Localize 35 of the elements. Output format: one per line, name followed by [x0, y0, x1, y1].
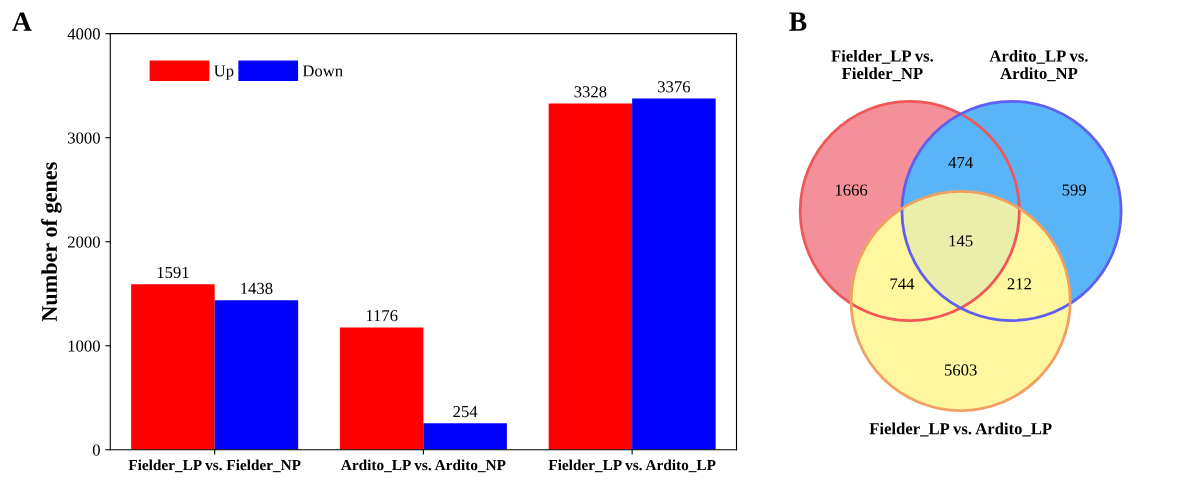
text: 744	[890, 278, 915, 290]
text: 5603	[944, 364, 977, 376]
y-axis-title: Number of genes	[41, 162, 62, 322]
y-tick-label: 4000	[67, 28, 100, 40]
text: A	[12, 12, 32, 31]
legend-label: Up	[214, 65, 234, 80]
bar	[214, 300, 299, 450]
data-label: 1591	[157, 266, 189, 279]
data-label: 1438	[241, 282, 273, 294]
bar	[131, 284, 215, 450]
x-tick-label: Fielder_LP vs. Ardito_LP	[548, 459, 716, 473]
bar	[339, 327, 424, 450]
bar	[632, 98, 716, 450]
text: 599	[1062, 184, 1086, 196]
x-tick-label: Ardito_LP vs. Ardito_NP	[341, 459, 506, 473]
data-label: 3328	[574, 86, 607, 98]
bar	[548, 103, 633, 450]
text: 1666	[835, 184, 868, 196]
y-tick-label: 3000	[68, 132, 100, 144]
data-label: 254	[453, 405, 478, 418]
y-tick-label: 0	[92, 444, 100, 456]
y-tick-label: 2000	[67, 236, 100, 248]
text: Ardito_LP vs. Ardito_NP	[989, 49, 1088, 82]
text: B	[789, 12, 807, 31]
data-label: 3376	[658, 81, 691, 93]
data-label: 1176	[366, 310, 398, 322]
bar	[423, 423, 507, 450]
legend-label: Down	[302, 65, 343, 77]
x-tick-label: Fielder_LP vs. Fielder_NP	[128, 459, 301, 473]
y-tick-label: 1000	[68, 340, 100, 352]
text: Fielder_LP vs. Fielder_NP	[831, 49, 934, 82]
text: 145	[949, 235, 973, 247]
text: 474	[948, 157, 973, 169]
text: 212	[1007, 278, 1031, 290]
text: Fielder_LP vs. Ardito_LP	[869, 422, 1052, 437]
